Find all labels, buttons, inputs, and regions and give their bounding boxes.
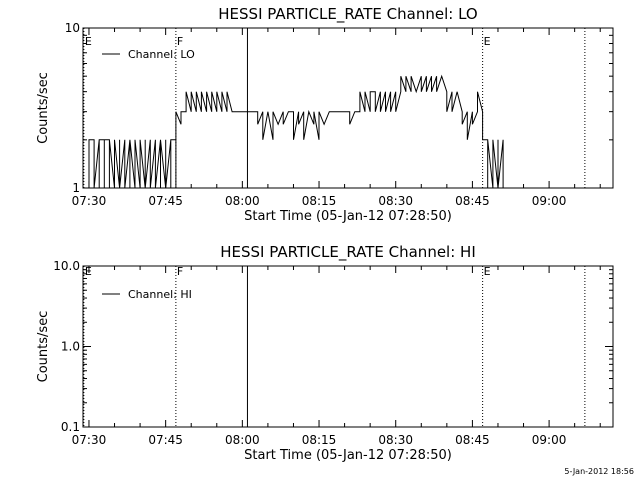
y-tick-label: 1 xyxy=(72,181,80,195)
x-tick-label: 08:00 xyxy=(225,433,260,447)
y-axis-label: Counts/sec xyxy=(36,311,51,383)
x-tick-label: 08:30 xyxy=(378,194,413,208)
y-tick-label: 1.0 xyxy=(61,340,80,354)
y-tick-label: 10 xyxy=(65,21,80,35)
x-tick-label: 08:45 xyxy=(455,433,490,447)
x-tick-label: 07:45 xyxy=(148,194,183,208)
timestamp-label: 5-Jan-2012 18:56 xyxy=(564,467,634,476)
chart-lo-channel: HESSI PARTICLE_RATE Channel: LO 07:30 07:4… xyxy=(36,5,614,224)
x-axis-label: Start Time (05-Jan-12 07:28:50) xyxy=(244,209,452,224)
event-marker-label: E xyxy=(85,35,92,48)
event-marker-label: E xyxy=(85,265,92,278)
x-tick-label: 08:45 xyxy=(455,194,490,208)
y-tick-label: 10.0 xyxy=(53,259,80,273)
x-tick-label: 08:15 xyxy=(302,194,337,208)
y-tick-label: 0.1 xyxy=(61,420,80,434)
x-tick-label: 09:00 xyxy=(532,433,567,447)
plot-frame xyxy=(82,27,614,189)
chart-hi-channel: HESSI PARTICLE_RATE Channel: HI 07:30 07:4… xyxy=(36,243,614,463)
event-marker-label: F xyxy=(177,35,183,48)
x-tick-label: 08:00 xyxy=(225,194,260,208)
legend-label: Channel: LO xyxy=(128,48,195,61)
x-tick-label: 08:30 xyxy=(378,433,413,447)
chart-title: HESSI PARTICLE_RATE Channel: LO xyxy=(218,5,477,24)
x-tick-label: 07:45 xyxy=(148,433,183,447)
x-tick-label: 07:30 xyxy=(72,433,107,447)
event-marker-label: E xyxy=(484,35,491,48)
series-line xyxy=(88,74,509,189)
x-tick-label: 07:30 xyxy=(72,194,107,208)
event-marker-label: E xyxy=(484,265,491,278)
x-tick-label: 08:15 xyxy=(302,433,337,447)
x-tick-label: 09:00 xyxy=(532,194,567,208)
legend-label: Channel: HI xyxy=(128,288,192,301)
x-axis-label: Start Time (05-Jan-12 07:28:50) xyxy=(244,448,452,463)
chart-title: HESSI PARTICLE_RATE Channel: HI xyxy=(220,243,476,262)
y-axis-label: Counts/sec xyxy=(36,72,51,144)
event-marker-label: F xyxy=(177,265,183,278)
